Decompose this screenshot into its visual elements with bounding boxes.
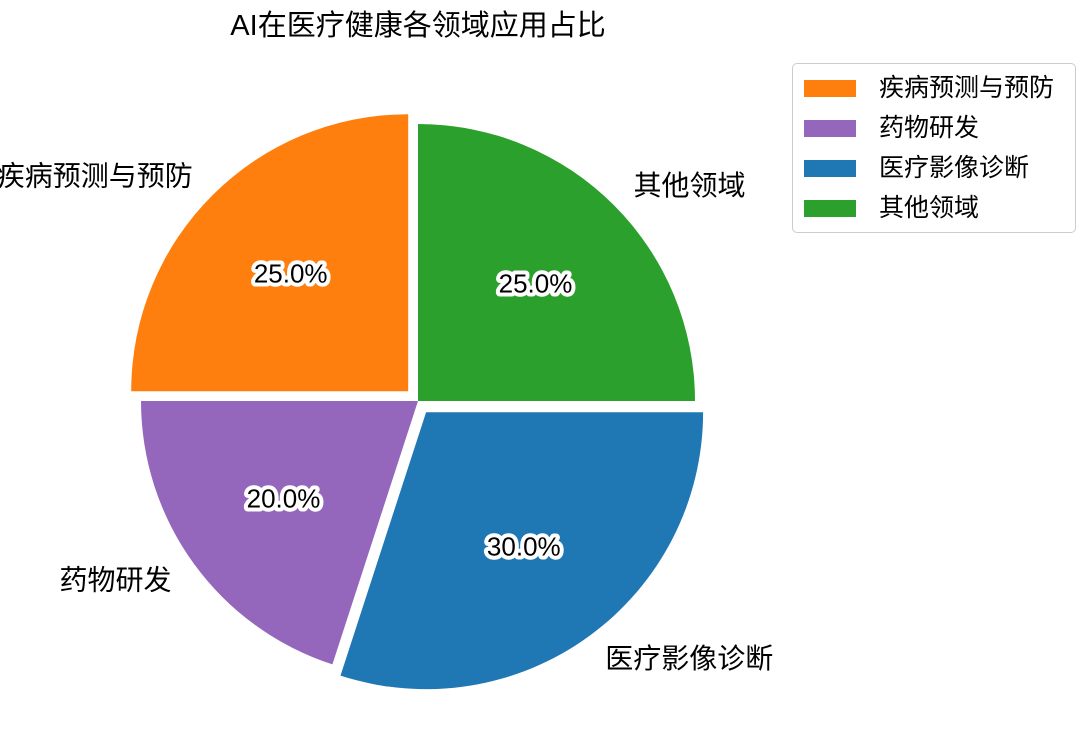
slice-label-drug-research: 药物研发	[59, 565, 171, 596]
pie-slice-medical-imaging-diagnosis	[340, 412, 704, 690]
pie-wedges-group	[131, 114, 704, 690]
pct-label-other-fields: 25.0%	[499, 269, 573, 299]
slice-label-other-fields: 其他领域	[634, 170, 746, 201]
legend-label-drug-research: 药物研发	[879, 113, 980, 142]
legend-item-medical-imaging-diagnosis: 医疗影像诊断	[793, 148, 1075, 188]
legend-swatch-drug-research	[804, 119, 856, 137]
legend-box: 疾病预测与预防 药物研发医疗影像诊断 其他领域	[792, 63, 1076, 233]
pct-label-drug-research: 20.0%	[247, 484, 321, 514]
pie-slice-drug-research	[141, 401, 418, 665]
pie-percent-labels-group: 25.0% 20.0% 30.0% 25.0%	[243, 255, 577, 566]
legend-item-disease-prediction-prevention: 疾病预测与预防	[793, 68, 1075, 108]
legend-swatch-medical-imaging-diagnosis	[804, 159, 856, 177]
legend-item-drug-research: 药物研发	[793, 108, 1075, 148]
chart-title: AI在医疗健康各领域应用占比	[230, 9, 605, 42]
legend-swatch-disease-prediction-prevention	[804, 79, 856, 97]
slice-label-disease-prediction-prevention: 疾病预测与预防	[0, 160, 193, 191]
legend-label-disease-prediction-prevention: 疾病预测与预防	[879, 73, 1055, 102]
legend-item-other-fields: 其他领域	[793, 188, 1075, 228]
pct-label-medical-imaging-diagnosis: 30.0%	[487, 532, 561, 562]
legend-label-other-fields: 其他领域	[879, 193, 980, 222]
legend-swatch-other-fields	[804, 199, 856, 217]
pie-slice-other-fields	[418, 124, 695, 401]
pct-label-disease-prediction-prevention: 25.0%	[254, 259, 328, 289]
pie-slice-disease-prediction-prevention	[131, 114, 409, 392]
legend-label-medical-imaging-diagnosis: 医疗影像诊断	[879, 153, 1030, 182]
slice-label-medical-imaging-diagnosis: 医疗影像诊断	[605, 643, 773, 674]
